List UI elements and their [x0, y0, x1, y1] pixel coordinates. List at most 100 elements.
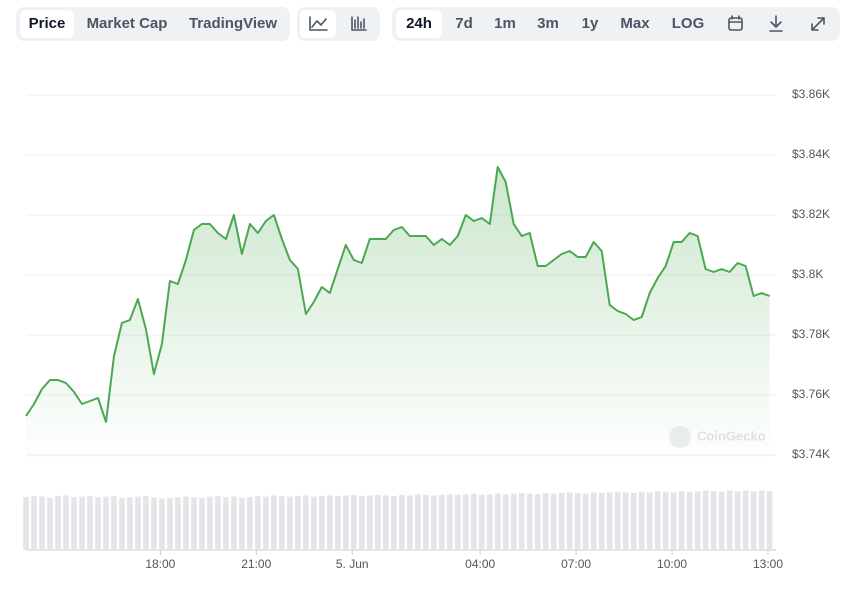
volume-bar	[622, 492, 629, 550]
volume-bar	[454, 494, 461, 550]
volume-bar	[582, 493, 589, 550]
volume-bar	[279, 496, 285, 550]
volume-bar	[87, 496, 93, 550]
volume-bar	[111, 496, 117, 550]
line-chart-icon[interactable]	[309, 16, 328, 31]
y-tick-label: $3.86K	[792, 87, 830, 101]
calendar-icon[interactable]	[728, 15, 743, 31]
volume-bar	[311, 496, 317, 550]
volume-bar	[750, 491, 757, 550]
volume-bar	[175, 497, 181, 550]
volume-bar	[239, 497, 245, 550]
volume-bar	[231, 496, 237, 550]
range-group	[392, 7, 840, 41]
bar-chart-icon[interactable]	[351, 16, 367, 31]
volume-bar	[502, 494, 509, 550]
volume-bar	[574, 493, 581, 550]
volume-bar	[335, 496, 341, 550]
range[interactable]: 24h	[406, 15, 432, 32]
volume-bar	[55, 496, 61, 550]
volume-bar	[678, 491, 685, 550]
volume-bar	[391, 496, 397, 550]
volume-bar	[726, 490, 733, 550]
volume-bar	[71, 497, 77, 550]
volume-bar	[215, 496, 221, 550]
volume-bar	[319, 496, 325, 550]
volume-bar	[758, 490, 765, 550]
volume-bar	[654, 491, 661, 550]
volume-bar	[558, 493, 565, 550]
volume-bar	[470, 493, 477, 550]
volume-bar	[662, 491, 669, 550]
volume-bar	[766, 491, 773, 550]
tab-group	[16, 7, 290, 41]
volume-bar	[638, 491, 645, 550]
x-tick-label: 04:00	[465, 557, 495, 571]
expand-icon[interactable]	[811, 17, 825, 31]
volume-bar	[686, 491, 693, 550]
range[interactable]: 3m	[537, 15, 559, 32]
volume-bar	[351, 494, 357, 550]
volume-bar	[734, 491, 741, 550]
y-tick-label: $3.8K	[792, 267, 823, 281]
volume-bar	[406, 495, 413, 550]
log-toggle[interactable]: LOG	[672, 15, 705, 32]
volume-bar	[255, 496, 261, 550]
download-icon[interactable]	[769, 15, 783, 32]
volume-bar	[263, 496, 269, 550]
volume-bar	[127, 497, 133, 550]
toolbar: Price Market Cap TradingView 24h 7d 1m 3…	[16, 7, 840, 41]
volume-bar	[510, 493, 517, 550]
active-tab	[20, 10, 74, 38]
area-fill	[26, 167, 770, 462]
volume-bar	[159, 498, 165, 550]
range[interactable]: Max	[620, 15, 650, 32]
volume-bar	[247, 497, 253, 550]
volume-bar	[271, 495, 277, 550]
volume-bar	[414, 494, 421, 550]
volume-bar	[47, 497, 53, 550]
range[interactable]: 7d	[455, 15, 473, 32]
range[interactable]: 1y	[582, 15, 599, 32]
volume-bar	[63, 495, 69, 550]
tab[interactable]: TradingView	[189, 15, 277, 32]
volume-bar	[630, 493, 637, 550]
volume-bar	[383, 495, 389, 550]
volume-bar	[143, 496, 149, 550]
volume-bar	[151, 497, 157, 550]
volume-bar	[183, 496, 189, 550]
volume-bar	[422, 494, 429, 550]
y-tick-label: $3.82K	[792, 207, 830, 221]
watermark: CoinGecko	[669, 426, 766, 448]
tab[interactable]: Market Cap	[87, 15, 168, 32]
y-tick-label: $3.76K	[792, 387, 830, 401]
volume-bar	[670, 492, 677, 550]
volume-bar	[135, 496, 141, 550]
volume-bar	[367, 495, 373, 550]
volume-bar	[39, 496, 45, 550]
plot: $3.74K $3.76K $3.78K $3.8K $3.82K $3.84K $3.86…	[23, 87, 830, 571]
tab[interactable]: Price	[29, 15, 66, 32]
y-tick-label: $3.84K	[792, 147, 830, 161]
volume-bar	[167, 497, 173, 550]
volume-bar	[710, 491, 717, 550]
volume-bar	[598, 493, 605, 550]
volume-bar	[606, 492, 613, 550]
volume-bar	[23, 497, 29, 550]
volume-bar	[566, 492, 573, 550]
volume-bar	[518, 493, 525, 550]
volume-bar	[542, 493, 549, 550]
volume-bar	[191, 497, 197, 550]
range[interactable]: 1m	[494, 15, 516, 32]
volume-bar	[438, 494, 445, 550]
y-tick-label: $3.78K	[792, 327, 830, 341]
x-tick-label: 21:00	[241, 557, 271, 571]
watermark-text: CoinGecko	[697, 428, 766, 443]
price-line	[25, 166, 770, 423]
x-tick-label: 07:00	[561, 557, 591, 571]
volume-bar	[103, 496, 109, 550]
volume-bar	[119, 497, 125, 550]
volume-bar	[646, 492, 653, 550]
active-range	[396, 10, 442, 38]
